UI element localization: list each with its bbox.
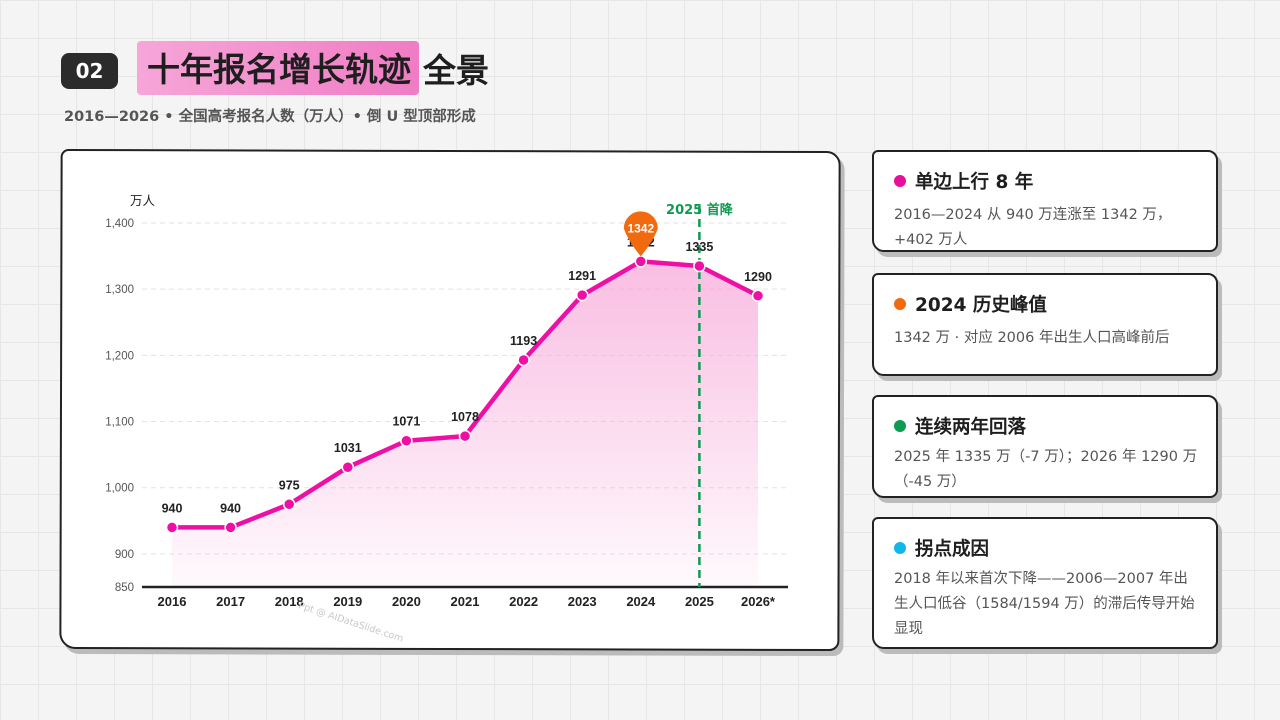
y-tick-label: 1,100 [105, 417, 134, 429]
card-title-text: 拐点成因 [915, 539, 990, 560]
bullet-dot-icon [894, 298, 906, 310]
x-tick-label: 2017 [216, 594, 245, 609]
data-label: 940 [220, 501, 241, 515]
card-title-text: 连续两年回落 [915, 417, 1027, 438]
data-label: 1291 [568, 269, 596, 283]
data-label: 940 [162, 501, 183, 515]
y-axis-label: 万人 [130, 193, 156, 208]
insight-card-uptrend: 单边上行 8 年 2016—2024 从 940 万连涨至 1342 万，+40… [872, 150, 1218, 252]
x-tick-label: 2021 [451, 594, 480, 609]
card-title: 2024 历史峰值 [894, 291, 1198, 317]
data-label: 1078 [451, 410, 479, 424]
line-chart: 850 900 1,000 1,100 1,200 1,300 1,400 万人 2025 首降… [105, 193, 788, 645]
x-tick-label: 2022 [509, 594, 538, 609]
card-title-text: 2024 历史峰值 [915, 295, 1047, 316]
page-title: 十年报名增长轨迹 全景 [137, 41, 489, 95]
insight-card-cause: 拐点成因 2018 年以来首次下降——2006—2007 年出生人口低谷（158… [872, 517, 1218, 649]
data-label: 1193 [510, 334, 537, 348]
peak-pin-label: 1342 [627, 221, 654, 235]
insight-card-peak: 2024 历史峰值 1342 万 · 对应 2006 年出生人口高峰前后 [872, 273, 1218, 376]
data-point [165, 521, 179, 534]
data-point [458, 429, 472, 443]
data-label: 1071 [392, 415, 420, 429]
bullet-dot-icon [894, 175, 906, 187]
page-title-highlight: 十年报名增长轨迹 [137, 41, 419, 95]
card-title: 拐点成因 [894, 535, 1198, 561]
card-body: 2025 年 1335 万（-7 万）；2026 年 1290 万（-45 万） [894, 449, 1198, 490]
data-label: 1335 [685, 240, 713, 254]
data-point [282, 498, 296, 511]
x-tick-label: 2018 [275, 594, 304, 609]
x-tick-label: 2020 [392, 594, 421, 609]
card-body: 2016—2024 从 940 万连涨至 1342 万，+402 万人 [894, 207, 1172, 248]
y-tick-label: 1,300 [105, 284, 134, 296]
bullet-dot-icon [894, 420, 906, 432]
y-tick-label: 1,000 [105, 483, 134, 495]
y-tick-label: 1,400 [105, 218, 134, 230]
page-subtitle: 2016—2026 • 全国高考报名人数（万人）• 倒 U 型顶部形成 [64, 109, 476, 125]
page-title-rest: 全景 [423, 51, 489, 90]
bullet-dot-icon [894, 542, 906, 554]
section-number-badge: 02 [61, 53, 118, 89]
x-tick-label: 2024 [626, 594, 656, 609]
x-tick-label: 2026* [741, 594, 776, 609]
x-tick-label: 2019 [333, 594, 362, 609]
data-label: 1290 [744, 270, 772, 284]
y-tick-label: 1,200 [105, 350, 134, 362]
insight-card-decline: 连续两年回落 2025 年 1335 万（-7 万）；2026 年 1290 万… [872, 395, 1218, 498]
data-point [224, 521, 237, 534]
y-tick-label: 850 [115, 582, 134, 594]
card-title: 连续两年回落 [894, 413, 1198, 439]
data-label: 1031 [334, 441, 362, 455]
data-label: 975 [279, 478, 300, 492]
card-title: 单边上行 8 年 [894, 168, 1198, 194]
data-point [693, 259, 706, 273]
card-body: 2018 年以来首次下降——2006—2007 年出生人口低谷（1584/159… [894, 571, 1195, 637]
card-title-text: 单边上行 8 年 [915, 172, 1034, 193]
x-tick-label: 2025 [685, 594, 714, 609]
data-point [575, 288, 589, 302]
y-tick-label: 900 [115, 549, 134, 561]
data-point [517, 353, 530, 367]
x-tick-label: 2016 [158, 594, 187, 609]
data-point [751, 289, 765, 303]
area-fill [172, 261, 758, 587]
data-point [634, 255, 648, 268]
data-point [400, 434, 413, 447]
card-body: 1342 万 · 对应 2006 年出生人口高峰前后 [894, 330, 1170, 346]
peak-pin-icon [623, 211, 658, 257]
decline-marker-label: 2025 首降 [666, 202, 734, 218]
x-tick-label: 2023 [568, 594, 597, 609]
data-point [341, 460, 355, 474]
